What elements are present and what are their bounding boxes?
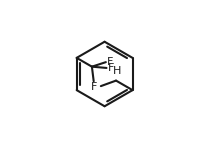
Text: H: H bbox=[113, 66, 121, 76]
Text: F: F bbox=[107, 57, 114, 67]
Text: F: F bbox=[90, 82, 97, 92]
Text: F: F bbox=[108, 63, 114, 73]
